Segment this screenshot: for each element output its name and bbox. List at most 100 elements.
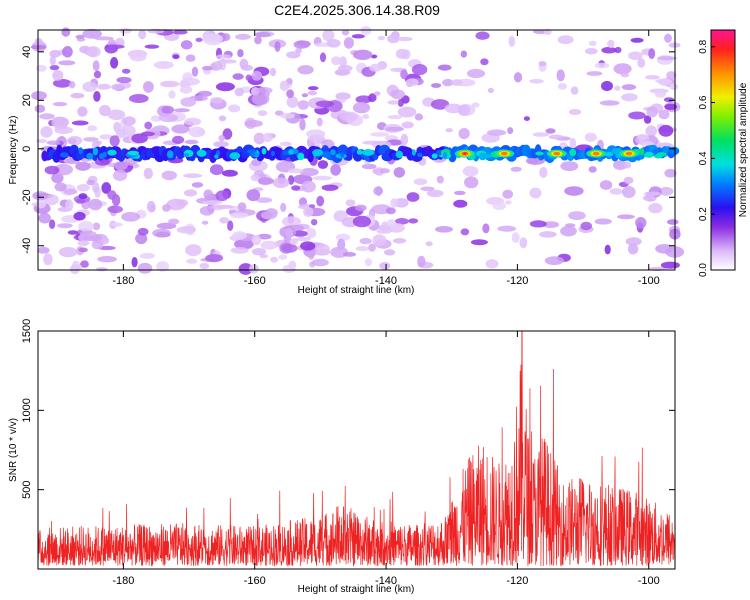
spectrogram-cell <box>545 128 556 134</box>
y-tick-label: 500 <box>21 480 33 498</box>
spectrogram-cell <box>299 118 306 131</box>
snr-panel: -180 -160 -140 -120 -100 500 1000 1500 Height … <box>8 319 676 595</box>
spectrogram-cell <box>287 168 304 174</box>
spectrogram-cell <box>82 28 102 39</box>
spectrogram-cell <box>199 206 215 216</box>
spectrogram-cell <box>519 237 528 249</box>
spectrogram-cell <box>237 49 244 58</box>
spectrogram-cell <box>464 176 479 189</box>
spectrogram-cell <box>397 106 417 118</box>
spectrogram-cell <box>307 86 319 91</box>
spectrogram-cell <box>34 104 46 113</box>
spectrogram-cell <box>257 233 272 240</box>
spectrogram-cell <box>99 104 111 117</box>
spectrogram-cell <box>82 81 98 93</box>
spectrogram-cell <box>385 126 405 132</box>
spectrogram-cell <box>624 161 632 169</box>
spectrogram-cell <box>557 83 568 90</box>
spectrogram-cell <box>635 217 647 229</box>
spectrogram-cell <box>228 104 241 113</box>
spectrogram-cell <box>622 186 636 198</box>
spectrogram-cell <box>355 204 367 212</box>
colorbar-tick-label: 0.8 <box>698 39 709 53</box>
spectrogram-cell <box>137 262 153 274</box>
spectrogram-cell <box>272 177 290 189</box>
spectrogram-cell <box>107 190 117 200</box>
spectrogram-cell <box>594 218 612 225</box>
snr-x-ticks: -180 -160 -140 -120 -100 <box>112 331 660 587</box>
spectrogram-cell <box>167 150 174 159</box>
spectrogram-cell <box>507 127 514 135</box>
spectrogram-cell <box>643 115 652 124</box>
spectrogram-cell <box>362 114 370 119</box>
spectrogram-cell <box>666 71 677 80</box>
spectrogram-cell <box>371 54 378 59</box>
spectrogram-cell <box>657 56 677 61</box>
spectrogram-cell <box>401 121 414 129</box>
spectrogram-cell <box>232 231 247 240</box>
spectrogram-cell <box>185 54 196 62</box>
spectrogram-cell <box>71 120 89 126</box>
spectrogram-cell <box>453 190 466 196</box>
spectrogram-cell <box>564 223 576 228</box>
spectrogram-cell <box>326 39 341 48</box>
spectrogram-cell <box>38 212 51 224</box>
spectrogram-cell <box>232 73 244 80</box>
spectrogram-cell <box>280 113 295 119</box>
spectrogram-cell <box>345 199 356 207</box>
y-tick-label: 1000 <box>21 398 33 422</box>
spectrogram-cell <box>373 186 384 196</box>
spectrogram-cell <box>59 152 69 158</box>
spectrogram-cell <box>259 254 269 259</box>
spectrogram-cell <box>625 237 642 246</box>
spectrogram-cell <box>35 139 48 144</box>
x-tick-label: -140 <box>375 275 397 287</box>
spectrogram-cell <box>316 195 325 207</box>
spectrogram-cell <box>166 198 186 211</box>
spectrogram-cell <box>97 83 111 90</box>
spectrogram-cell <box>76 184 90 192</box>
spectrogram-cell <box>658 109 670 120</box>
spectrogram-cell <box>77 106 88 117</box>
spectrogram-cell <box>116 76 132 84</box>
spectrogram-cell <box>668 146 680 156</box>
spectrogram-cell <box>261 148 267 155</box>
spectrogram-cell <box>400 133 409 146</box>
spectrogram-cell <box>411 149 416 156</box>
spectrogram-cell <box>669 83 679 91</box>
spectrogram-cell <box>368 93 377 103</box>
y-tick-label: 0 <box>21 146 33 152</box>
spectrogram-cell <box>44 165 60 175</box>
spectrogram-cell <box>339 111 359 122</box>
spectrogram-cell <box>161 170 177 181</box>
spectrogram-cell <box>210 61 223 71</box>
spectrogram-cell <box>569 137 577 149</box>
spectrogram-cell <box>523 116 531 121</box>
spectrogram-cell <box>480 58 489 66</box>
spectrogram-cell <box>548 134 564 140</box>
spectrogram-cell <box>49 49 61 58</box>
y-tick-label: -20 <box>21 189 33 205</box>
spectrogram-cell <box>180 40 193 50</box>
spectrogram-cell <box>387 34 400 44</box>
spectrogram-cell <box>569 148 577 157</box>
spectrogram-cell <box>135 233 148 245</box>
spectrogram-cell <box>601 80 613 92</box>
spectrogram-cell <box>214 154 219 159</box>
spectrogram-cell <box>121 125 136 137</box>
colorbar: 0.0 0.2 0.4 0.6 0.8 Normalized spectral ampl… <box>698 29 749 277</box>
spectrogram-cell <box>311 258 329 267</box>
spectrogram-cell <box>470 239 488 246</box>
spectrogram-cell <box>49 65 60 71</box>
spectrogram-cell <box>393 167 405 178</box>
spectrogram-cell <box>77 240 90 246</box>
spectrogram-cell <box>183 173 203 178</box>
spectrogram-cell <box>88 198 103 211</box>
spectrogram-y-ticks: -40 -20 0 20 40 <box>21 46 675 254</box>
spectrogram-cell <box>637 58 646 68</box>
spectrogram-cell <box>654 89 667 98</box>
spectrogram-cell <box>293 40 310 49</box>
spectrogram-cell <box>478 152 487 161</box>
spectrogram-cell <box>61 27 71 37</box>
spectrogram-cell <box>69 81 76 89</box>
